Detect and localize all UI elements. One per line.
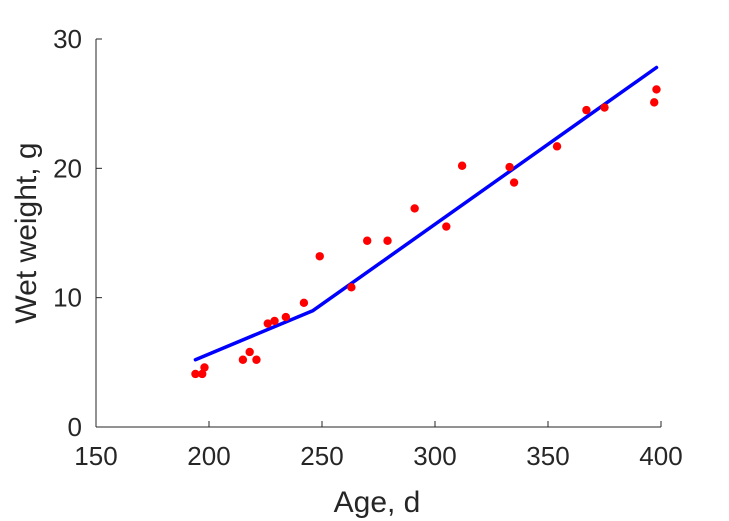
data-point [582,105,591,115]
data-point [410,204,419,213]
data-point [600,103,609,112]
data-point [383,236,392,245]
data-point [652,85,661,94]
x-tick-label: 150 [74,441,117,471]
x-tick-label: 250 [300,441,343,471]
data-point [198,369,207,379]
x-ticks: 150 200 250 300 350 400 [74,421,683,471]
data-point [457,161,467,170]
y-tick-label: 20 [53,153,82,183]
fit-line [193,65,659,362]
data-point [191,369,200,379]
data-point [238,355,248,364]
plot-area [191,65,661,379]
x-tick-label: 400 [639,441,682,471]
data-point [363,236,372,245]
x-tick-label: 350 [526,441,569,471]
data-point [650,98,659,107]
data-point [315,252,324,261]
data-point [442,222,451,231]
x-axis-title: Age, d [334,486,421,519]
y-tick-label: 10 [53,283,82,313]
data-point [347,283,356,292]
y-axis-title: Wet weight, g [10,142,43,323]
axes [95,39,661,428]
data-point [509,178,519,187]
data-point [270,316,279,326]
y-ticks: 0 10 20 30 [53,24,102,442]
data-point [299,298,309,308]
x-tick-label: 300 [413,441,456,471]
data-point [200,363,209,372]
y-tick-label: 30 [53,24,82,54]
data-point [252,355,261,364]
data-point [263,319,272,328]
y-tick-label: 0 [68,412,82,442]
data-point [245,347,254,357]
data-point [552,142,562,151]
x-tick-label: 200 [187,441,230,471]
data-point [281,312,291,322]
data-point [505,162,514,172]
